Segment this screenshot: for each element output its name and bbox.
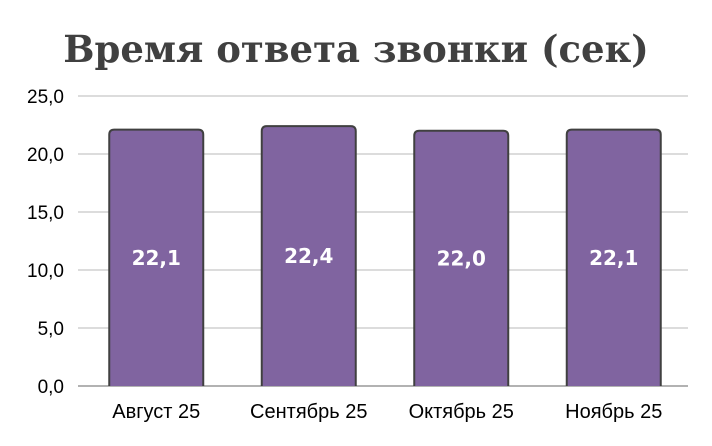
data-label: 22,1 xyxy=(132,246,181,270)
data-label: 22,1 xyxy=(589,246,638,270)
bar xyxy=(108,128,205,386)
x-tick-label: Сентябрь 25 xyxy=(250,401,367,423)
y-tick-label: 10,0 xyxy=(27,261,64,282)
bar xyxy=(260,125,357,386)
bar xyxy=(413,129,510,386)
x-tick-label: Август 25 xyxy=(112,401,200,423)
y-tick-label: 25,0 xyxy=(27,87,64,108)
y-tick-label: 15,0 xyxy=(27,203,64,224)
data-label: 22,0 xyxy=(437,246,486,270)
data-label: 22,4 xyxy=(284,244,333,268)
bar xyxy=(565,128,662,386)
y-tick-label: 20,0 xyxy=(27,145,64,166)
y-tick-label: 5,0 xyxy=(38,319,64,340)
chart-title: Время ответа звонки (сек) xyxy=(63,27,649,71)
x-tick-label: Ноябрь 25 xyxy=(565,401,662,423)
x-tick-label: Октябрь 25 xyxy=(409,401,514,423)
y-tick-label: 0,0 xyxy=(38,377,64,398)
